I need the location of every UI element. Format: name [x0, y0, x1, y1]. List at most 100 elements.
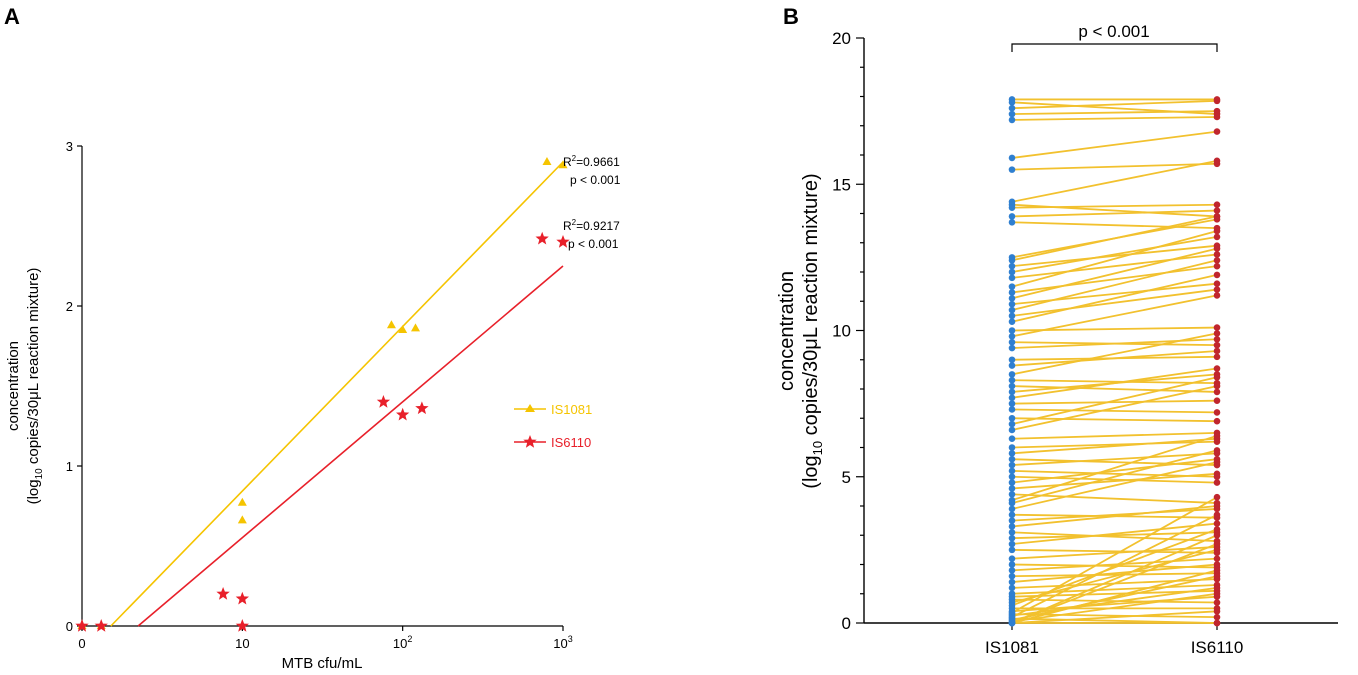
point-is1081 — [1008, 371, 1016, 378]
point-is1081 — [1008, 400, 1016, 407]
pair-line — [1011, 575, 1218, 621]
pair-line — [1011, 475, 1218, 484]
point-is6110 — [1213, 207, 1221, 214]
chart-a-axes: 0 1 2 3 0 10 102 103 — [66, 139, 573, 651]
pair-line — [1011, 399, 1218, 405]
point-is1081 — [1008, 268, 1016, 276]
chart-b-pair-lines — [1011, 98, 1218, 624]
chart-a-y-tick-label: 1 — [66, 459, 73, 474]
pair-line — [1011, 461, 1218, 510]
pair-line — [1011, 531, 1218, 542]
legend-label-is6110: IS6110 — [551, 435, 591, 450]
point-is1081 — [1008, 204, 1016, 211]
chart-a-x-tick-label: 103 — [553, 634, 572, 651]
point-is6110 — [1213, 292, 1221, 299]
point-is1081 — [1008, 444, 1016, 451]
pair-line — [1011, 534, 1218, 624]
point-is6110 — [1213, 546, 1221, 554]
fit-line-is1081 — [110, 161, 564, 627]
point-is6110 — [1213, 397, 1221, 405]
chart-a-x-tick-label: 102 — [393, 634, 412, 651]
point-is6110 — [1213, 262, 1221, 270]
pair-line — [1011, 282, 1218, 306]
point-is1081 — [1008, 546, 1016, 554]
chart-a-x-tick-label: 0 — [78, 636, 85, 651]
point-is6110 — [1213, 590, 1221, 598]
point-is1081 — [1008, 578, 1016, 586]
chart-a-points — [75, 157, 570, 632]
pair-line — [1011, 159, 1218, 203]
point-is6110 — [1213, 227, 1221, 235]
point-is1081 — [1008, 467, 1016, 475]
point-is6110 — [1213, 432, 1221, 440]
point-is6110 — [1213, 567, 1221, 574]
pair-line — [1011, 522, 1218, 545]
pair-line — [1011, 221, 1218, 230]
pair-line — [1011, 440, 1218, 449]
pair-line — [1011, 569, 1218, 624]
point-is1081 — [1008, 110, 1016, 118]
point-is6110 — [1213, 382, 1221, 390]
point-is6110 — [1213, 409, 1221, 416]
point-is1081 — [1008, 529, 1016, 536]
pair-line — [1011, 543, 1218, 624]
pair-line — [1011, 531, 1218, 540]
chart-b-points — [1008, 96, 1221, 627]
point-is1081 — [1008, 312, 1016, 320]
chart-b-x-tick-label: IS6110 — [1191, 638, 1244, 657]
point-is6110 — [216, 587, 230, 600]
point-is1081 — [1008, 318, 1016, 326]
point-is1081 — [1008, 567, 1016, 574]
point-is6110 — [1213, 245, 1221, 252]
chart-a-ylabel-line1: concentration — [5, 341, 22, 431]
point-is6110 — [1213, 365, 1221, 372]
point-is6110 — [1213, 417, 1221, 425]
chart-a-y-tick-label: 3 — [66, 139, 73, 154]
point-is6110 — [1213, 128, 1221, 135]
point-is1081 — [542, 157, 552, 165]
point-is6110 — [1213, 458, 1221, 466]
pair-line — [1011, 253, 1218, 279]
pair-line — [1011, 236, 1218, 273]
point-is6110 — [1213, 531, 1221, 539]
point-is1081 — [1008, 283, 1016, 290]
pair-line — [1011, 610, 1218, 624]
point-is1081 — [1008, 485, 1016, 492]
point-is6110 — [1213, 347, 1221, 355]
point-is6110 — [1213, 511, 1221, 519]
point-is6110 — [1213, 520, 1221, 527]
chart-a-legend: IS1081 IS6110 — [514, 402, 592, 450]
pair-line — [1011, 385, 1218, 393]
chart-a-xlabel: MTB cfu/mL — [282, 655, 363, 672]
point-is1081 — [1008, 406, 1016, 413]
point-is6110 — [1213, 324, 1221, 331]
pair-line — [1011, 385, 1218, 431]
point-is1081 — [1008, 344, 1016, 352]
point-is1081 — [1008, 505, 1016, 513]
point-is6110 — [1213, 584, 1221, 592]
chart-a: 0 1 2 3 0 10 102 103 R2=0.9661 p < 0.001 R2=0.9… — [5, 139, 621, 672]
point-is1081 — [1008, 104, 1016, 112]
chart-b-y-tick-label: 10 — [832, 322, 851, 341]
point-is6110 — [75, 619, 89, 632]
chart-a-r2-is1081: R2=0.9661 — [563, 154, 620, 169]
point-is1081 — [1008, 382, 1016, 390]
point-is1081 — [1008, 426, 1016, 434]
pair-line — [1011, 557, 1218, 572]
point-is1081 — [1008, 584, 1016, 592]
chart-b-y-tick-label: 5 — [842, 468, 851, 487]
point-is6110 — [1213, 251, 1221, 258]
pair-line — [1011, 472, 1218, 490]
point-is6110 — [535, 231, 549, 245]
pair-line — [1011, 230, 1218, 288]
point-is1081 — [1008, 154, 1016, 162]
point-is6110 — [1213, 233, 1221, 241]
pair-line — [1011, 572, 1218, 578]
pair-line — [1011, 417, 1218, 423]
point-is6110 — [1213, 213, 1221, 220]
pair-line — [1011, 431, 1218, 440]
point-is1081 — [1008, 534, 1016, 542]
point-is1081 — [1008, 300, 1016, 308]
point-is1081 — [1008, 166, 1016, 173]
pair-line — [1011, 215, 1218, 262]
